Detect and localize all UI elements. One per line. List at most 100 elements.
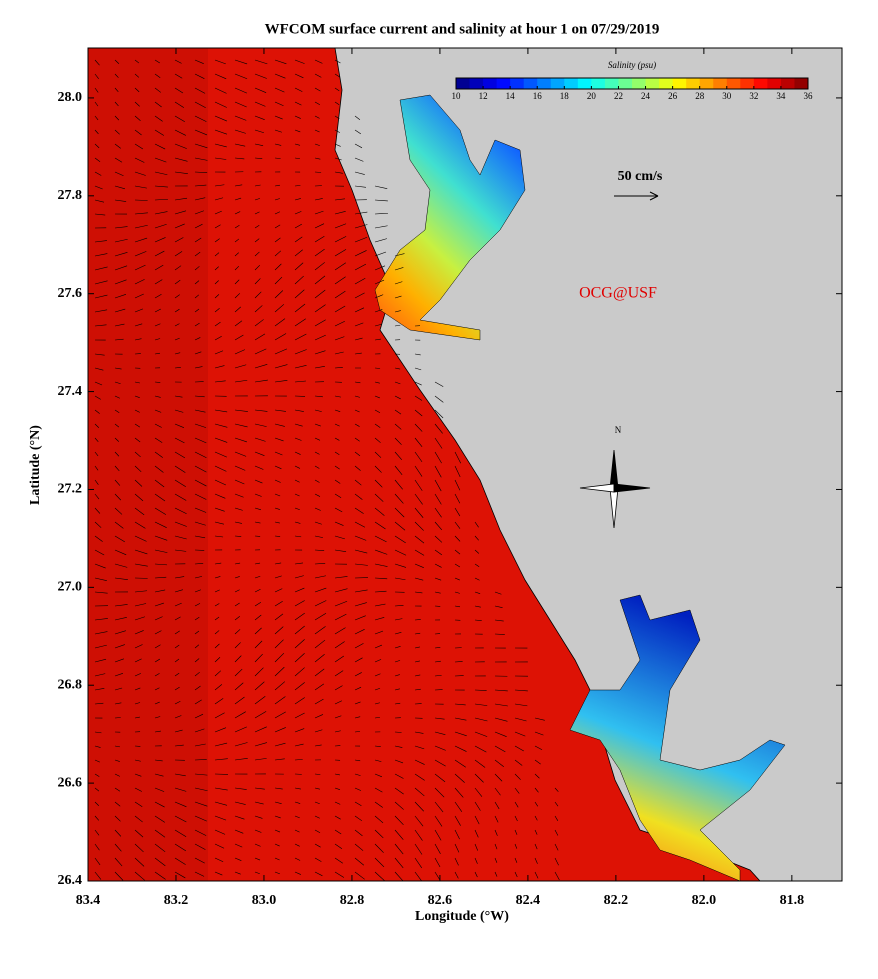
current-vector	[414, 521, 424, 531]
current-vector	[154, 479, 165, 488]
current-vector	[194, 171, 208, 174]
current-vector	[334, 871, 345, 878]
current-vector	[234, 843, 243, 848]
current-vector	[294, 697, 305, 705]
current-vector	[214, 698, 224, 705]
current-vector	[234, 320, 243, 327]
current-vector	[274, 157, 281, 159]
current-vector	[314, 639, 326, 649]
x-tick-label: 82.8	[340, 893, 365, 908]
current-vector	[254, 379, 268, 383]
current-vector	[354, 549, 368, 554]
current-vector	[334, 73, 340, 78]
current-vector	[334, 641, 345, 649]
current-vector	[294, 728, 305, 733]
current-vector	[94, 185, 103, 190]
current-vector	[354, 602, 367, 607]
current-vector	[94, 381, 103, 386]
current-vector	[354, 843, 364, 851]
current-vector	[154, 493, 166, 502]
current-vector	[114, 465, 120, 472]
current-vector	[154, 451, 163, 458]
current-vector	[94, 521, 102, 528]
current-vector	[454, 493, 461, 504]
current-vector	[374, 451, 382, 458]
current-vector	[294, 409, 304, 412]
current-vector	[94, 199, 105, 203]
current-vector	[194, 479, 207, 487]
current-vector	[354, 787, 362, 791]
current-vector	[214, 59, 226, 65]
current-vector	[114, 185, 125, 190]
y-tick-label: 28.0	[58, 90, 83, 105]
current-vector	[154, 658, 161, 663]
current-vector	[354, 263, 367, 271]
current-vector	[414, 591, 423, 594]
current-vector	[234, 87, 248, 94]
current-vector	[114, 87, 119, 92]
current-vector	[274, 198, 280, 201]
current-vector	[394, 773, 404, 779]
current-vector	[114, 367, 122, 370]
current-vector	[174, 815, 187, 823]
current-vector	[254, 787, 265, 790]
current-vector	[254, 225, 260, 229]
current-vector	[114, 857, 123, 867]
current-vector	[274, 588, 283, 593]
current-vector	[394, 815, 404, 826]
current-vector	[374, 465, 382, 473]
current-vector	[474, 591, 481, 594]
current-vector	[154, 602, 164, 607]
current-vector	[274, 507, 280, 510]
current-vector	[254, 493, 262, 497]
current-vector	[274, 742, 286, 747]
current-vector	[234, 279, 240, 285]
current-vector	[434, 717, 445, 720]
current-vector	[394, 745, 403, 748]
current-vector	[294, 562, 304, 565]
current-vector	[514, 787, 520, 794]
current-vector	[214, 643, 220, 649]
current-vector	[94, 871, 102, 880]
colorbar-segment	[699, 78, 714, 89]
current-vector	[274, 843, 280, 847]
current-vector	[114, 323, 125, 327]
current-vector	[134, 308, 144, 313]
current-vector	[474, 703, 488, 706]
current-vector	[214, 465, 227, 472]
current-vector	[174, 197, 188, 201]
current-vector	[554, 801, 559, 807]
y-axis-label: Latitude (°N)	[28, 425, 43, 505]
current-vector	[134, 409, 140, 413]
current-vector	[494, 801, 500, 810]
current-vector	[214, 871, 223, 876]
colorbar-segment	[456, 78, 471, 89]
current-vector	[154, 630, 162, 635]
current-vector	[94, 451, 99, 457]
current-vector	[234, 479, 245, 485]
current-vector	[414, 731, 424, 734]
current-vector	[234, 423, 248, 428]
current-vector	[294, 575, 304, 579]
current-vector	[154, 773, 164, 777]
current-vector	[394, 381, 401, 385]
current-vector	[294, 129, 301, 133]
current-vector	[314, 350, 326, 355]
colorbar-segment	[496, 78, 511, 89]
current-vector	[294, 289, 305, 299]
current-vector	[454, 857, 459, 866]
x-tick-label: 82.4	[516, 893, 541, 908]
current-vector	[114, 658, 124, 663]
current-vector	[474, 549, 480, 554]
current-vector	[154, 157, 167, 163]
current-vector	[254, 238, 260, 243]
current-vector	[294, 815, 300, 819]
current-vector	[114, 59, 120, 64]
current-vector	[534, 843, 538, 850]
current-vector	[294, 639, 305, 649]
current-vector	[194, 280, 200, 285]
current-vector	[234, 642, 241, 649]
current-vector	[114, 535, 125, 543]
current-vector	[194, 728, 205, 733]
